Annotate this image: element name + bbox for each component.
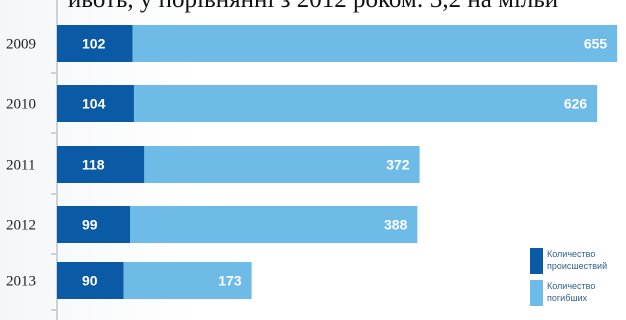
legend-item-incidents: Количество происшествий: [530, 248, 620, 274]
value-label-deaths: 626: [564, 96, 588, 112]
year-label: 2013: [6, 274, 36, 290]
caption-text: ивоть, у порівнянні з 2012 роком: 3,2 на…: [0, 0, 626, 14]
value-label-incidents: 118: [82, 157, 105, 173]
legend-label-incidents: Количество происшествий: [547, 249, 608, 271]
value-label-incidents: 90: [82, 273, 98, 289]
value-label-incidents: 104: [82, 96, 106, 112]
bar-incidents: [57, 85, 134, 122]
bar-deaths: [132, 25, 618, 62]
bar-deaths: [130, 206, 418, 243]
year-label: 2010: [6, 97, 36, 113]
value-label-deaths: 173: [218, 273, 242, 289]
bar-incidents: [57, 25, 133, 62]
value-label-deaths: 655: [584, 36, 608, 52]
legend: Количество происшествий Количество погиб…: [530, 248, 620, 312]
legend-item-deaths: Количество погибших: [530, 280, 620, 306]
bar-deaths: [133, 85, 598, 122]
year-label: 2011: [6, 158, 35, 174]
value-label-deaths: 388: [384, 217, 408, 233]
value-label-deaths: 372: [386, 157, 410, 173]
legend-swatch-incidents: [530, 248, 543, 274]
value-label-incidents: 99: [82, 217, 98, 233]
bar-incidents: [57, 262, 124, 299]
bar-deaths: [144, 146, 420, 183]
bar-incidents: [57, 146, 145, 183]
value-label-incidents: 102: [82, 36, 106, 52]
year-label: 2009: [6, 37, 36, 53]
bar-deaths: [123, 262, 252, 299]
bar-incidents: [57, 206, 131, 243]
legend-label-deaths: Количество погибших: [547, 281, 596, 303]
year-label: 2012: [6, 218, 36, 234]
legend-swatch-deaths: [530, 280, 543, 306]
